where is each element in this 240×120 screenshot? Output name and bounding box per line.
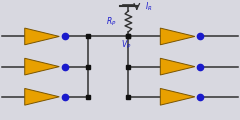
Polygon shape [160, 58, 195, 75]
Text: $R_P$: $R_P$ [106, 15, 117, 28]
Polygon shape [160, 28, 195, 45]
Polygon shape [25, 88, 59, 105]
Polygon shape [160, 88, 195, 105]
Polygon shape [25, 58, 59, 75]
Text: $I_R$: $I_R$ [145, 1, 153, 13]
Polygon shape [25, 28, 59, 45]
Text: $V_P$: $V_P$ [121, 38, 131, 51]
